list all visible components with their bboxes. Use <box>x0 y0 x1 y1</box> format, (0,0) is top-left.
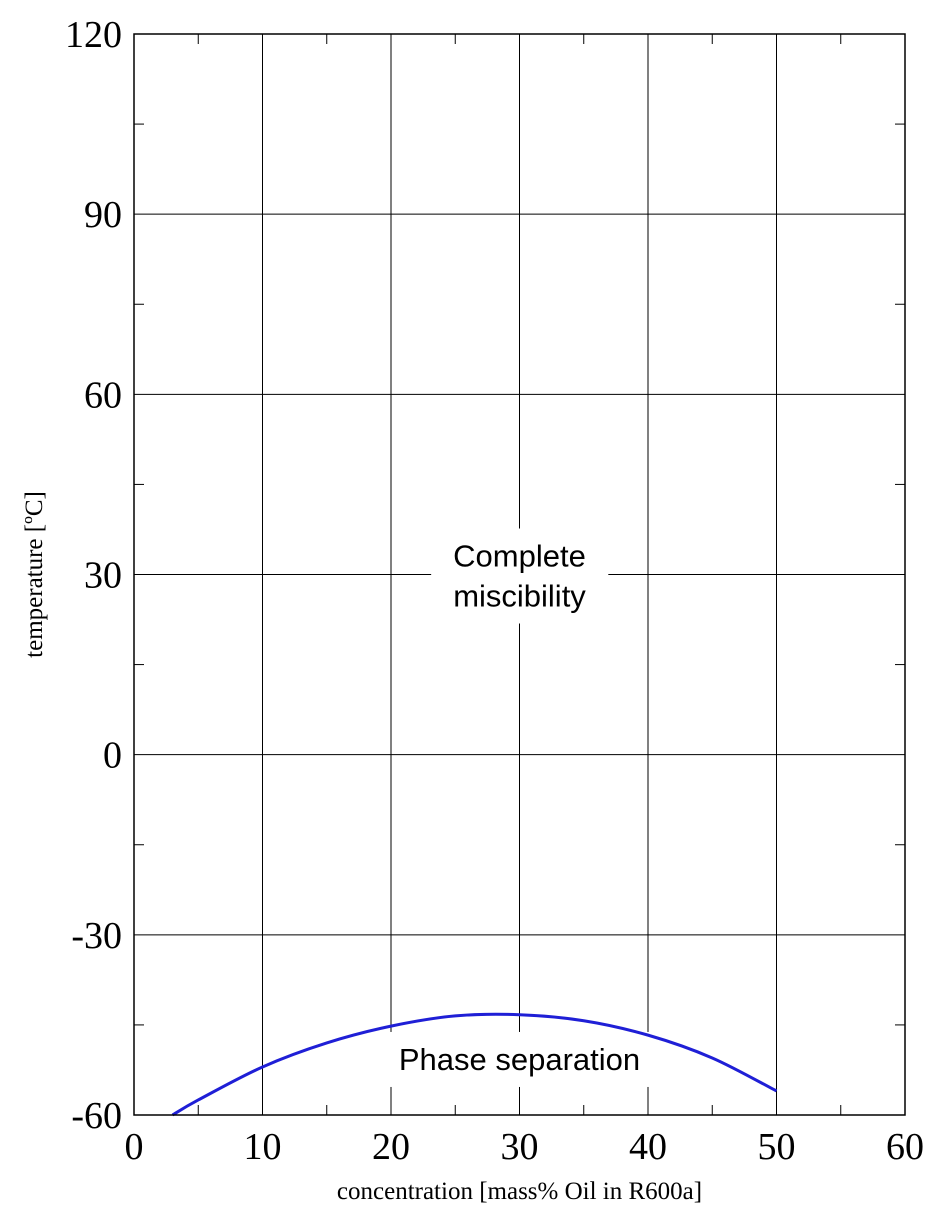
y-tick-label: -60 <box>71 1095 122 1137</box>
y-tick-label: 0 <box>103 735 122 777</box>
y-axis-title: temperature [ºC] <box>21 491 48 658</box>
plot-frame <box>133 33 906 1116</box>
tick-marks <box>134 34 905 1115</box>
y-tick-label: -30 <box>71 915 122 957</box>
annotation-text: Phase separation <box>399 1042 640 1077</box>
annotations: Complete miscibility Phase separation <box>399 539 640 1077</box>
grid-lines <box>134 34 905 1115</box>
x-tick-label: 30 <box>501 1126 539 1168</box>
y-tick-label: 60 <box>84 374 122 416</box>
series-layer <box>171 1012 778 1117</box>
annotation-line: Complete <box>453 539 586 574</box>
annotation-line: miscibility <box>453 579 586 614</box>
x-tick-label: 60 <box>886 1126 924 1168</box>
annotation-background <box>376 1031 663 1087</box>
annotation-text: Complete miscibility <box>453 539 586 614</box>
x-tick-label: 50 <box>758 1126 796 1168</box>
x-axis-title: concentration [mass% Oil in R600a] <box>337 1178 702 1205</box>
y-tick-label: 90 <box>84 194 122 236</box>
tick-labels: 0 10 20 30 40 50 60 -60 -30 0 30 60 90 120 <box>65 14 924 1168</box>
y-tick-label: 120 <box>65 14 122 56</box>
y-tick-label: 30 <box>84 555 122 597</box>
annotation-background <box>431 528 609 624</box>
series-line <box>171 1012 778 1117</box>
x-tick-label: 0 <box>125 1126 144 1168</box>
x-tick-label: 20 <box>372 1126 410 1168</box>
x-tick-label: 40 <box>629 1126 667 1168</box>
annotation-line: Phase separation <box>399 1042 640 1077</box>
annotation-backgrounds <box>376 528 663 1087</box>
x-tick-label: 10 <box>244 1126 282 1168</box>
